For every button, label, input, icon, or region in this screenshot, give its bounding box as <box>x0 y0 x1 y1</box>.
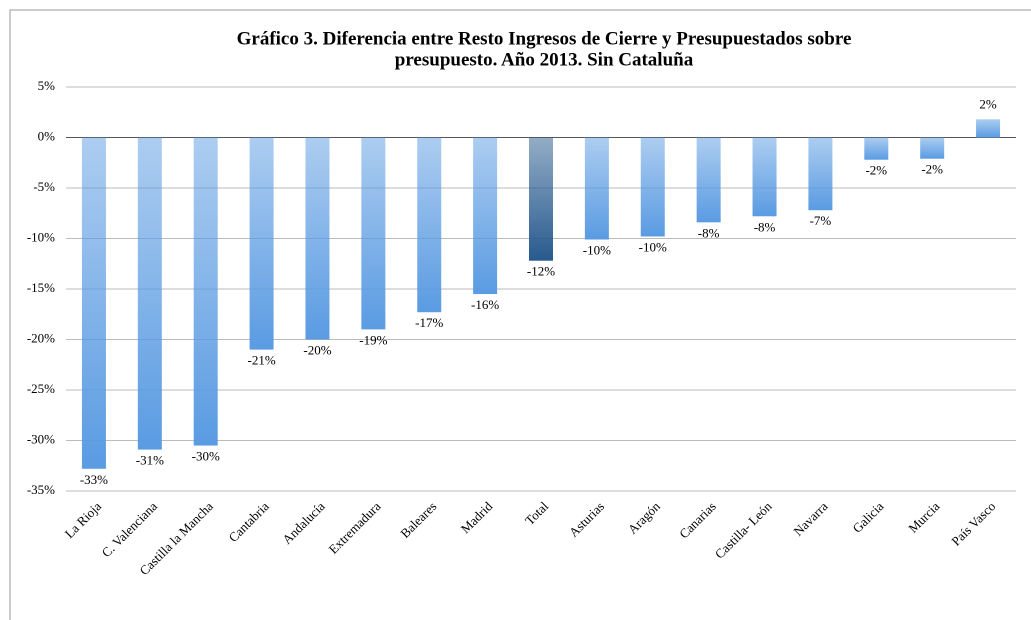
bar <box>305 137 330 340</box>
data-label: 2% <box>979 96 997 111</box>
bar <box>640 137 665 237</box>
data-label: -16% <box>471 297 499 312</box>
data-label: -10% <box>639 239 667 254</box>
y-tick-label: -30% <box>27 431 55 446</box>
y-tick-label: -5% <box>33 179 55 194</box>
data-label: -8% <box>754 219 776 234</box>
data-label: -12% <box>527 264 555 279</box>
bar <box>137 137 162 450</box>
chart-frame <box>9 9 1031 620</box>
data-label: -19% <box>359 332 387 347</box>
y-tick-label: -15% <box>27 280 55 295</box>
y-tick-label: -25% <box>27 381 55 396</box>
y-tick-label: -20% <box>27 330 55 345</box>
bar <box>752 137 777 217</box>
chart-title: Gráfico 3. Diferencia entre Resto Ingres… <box>237 28 852 49</box>
data-label: -31% <box>136 453 164 468</box>
data-label: -10% <box>583 242 611 257</box>
chart-subtitle: presupuesto. Año 2013. Sin Cataluña <box>395 49 694 70</box>
bar <box>473 137 498 295</box>
bar <box>249 137 274 350</box>
y-tick-label: 5% <box>38 78 56 93</box>
bar <box>81 137 106 469</box>
data-label: -7% <box>810 213 832 228</box>
bar <box>361 137 386 330</box>
y-tick-label: -35% <box>27 482 55 497</box>
bar <box>417 137 442 313</box>
bar <box>976 119 1001 138</box>
data-label: -2% <box>921 162 943 177</box>
bar <box>808 137 833 211</box>
data-label: -21% <box>248 353 276 368</box>
y-tick-label: -10% <box>27 229 55 244</box>
data-label: -8% <box>698 225 720 240</box>
bar <box>864 137 889 160</box>
data-label: -30% <box>192 449 220 464</box>
data-label: -33% <box>80 472 108 487</box>
y-tick-label: 0% <box>38 128 56 143</box>
data-label: -20% <box>303 342 331 357</box>
bar <box>529 137 553 261</box>
bar <box>193 137 218 446</box>
bar <box>696 137 721 223</box>
bar <box>584 137 609 240</box>
data-label: -17% <box>415 315 443 330</box>
bar <box>920 137 945 159</box>
data-label: -2% <box>865 163 887 178</box>
